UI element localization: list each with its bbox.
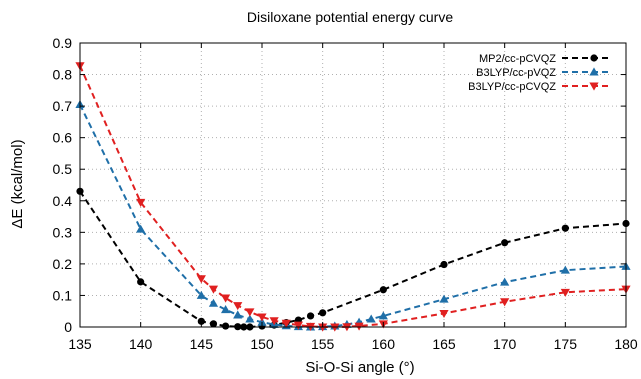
y-tick-label: 0.6 (53, 130, 73, 146)
data-point (137, 278, 145, 286)
y-tick-label: 0.2 (53, 256, 73, 272)
data-point (197, 317, 205, 325)
x-tick-label: 140 (129, 336, 153, 352)
x-tick-label: 155 (311, 336, 335, 352)
data-point (379, 286, 387, 294)
legend-label: B3LYP/cc-pCVQZ (468, 81, 556, 93)
data-point (501, 239, 509, 247)
y-tick-label: 0.9 (53, 35, 73, 51)
legend-label: B3LYP/cc-pVQZ (476, 67, 556, 79)
data-point (589, 82, 599, 91)
data-point (439, 294, 449, 303)
data-point (293, 321, 303, 330)
data-point (221, 305, 231, 314)
series-layer (75, 62, 631, 332)
y-tick-label: 0 (64, 319, 72, 335)
data-point (560, 265, 570, 274)
legend-item: B3LYP/cc-pVQZ (476, 67, 612, 79)
data-point (319, 309, 327, 317)
data-point (500, 277, 510, 286)
series-line (79, 190, 627, 328)
data-point (208, 298, 219, 307)
data-point (209, 320, 218, 328)
legend: MP2/cc-pCVQZ B3LYP/cc-pVQZ B3LYP/cc-pCVQZ (468, 53, 612, 93)
x-axis-label: Si-O-Si angle (°) (305, 359, 414, 376)
data-point (306, 312, 315, 320)
x-tick-label: 160 (372, 336, 396, 352)
legend-label: MP2/cc-pCVQZ (479, 53, 556, 65)
data-point (245, 308, 255, 317)
data-point (136, 224, 146, 233)
data-point (560, 288, 570, 297)
x-tick-label: 165 (432, 336, 456, 352)
x-tick-label: 150 (250, 336, 274, 352)
data-point (233, 302, 243, 311)
data-point (245, 314, 255, 323)
legend-item: B3LYP/cc-pCVQZ (468, 81, 612, 93)
data-point (500, 298, 510, 307)
data-point (196, 275, 206, 284)
data-point (196, 290, 206, 299)
data-point (590, 54, 598, 62)
y-tick-label: 0.8 (53, 67, 73, 83)
data-point (257, 317, 267, 326)
data-point (222, 322, 230, 330)
x-tick-label: 175 (554, 336, 578, 352)
data-point (233, 310, 243, 319)
y-tick-label: 0.7 (53, 98, 73, 114)
data-point (269, 317, 279, 326)
series-3 (75, 62, 631, 332)
data-point (561, 224, 569, 232)
data-point (439, 309, 449, 319)
data-point (378, 311, 388, 320)
x-tick-label: 135 (68, 336, 92, 352)
data-point (440, 260, 448, 269)
tick-layer: 135 140 145 150 155 160 165 170 175 180 0 0.1 0.2 0.3… (53, 35, 638, 352)
y-tick-label: 0.5 (53, 161, 73, 177)
data-point (366, 314, 376, 323)
plot-frame (79, 42, 627, 328)
y-axis-label: ΔE (kcal/mol) (9, 139, 26, 228)
data-point (136, 198, 146, 207)
series-line (79, 65, 627, 328)
data-point (257, 313, 267, 322)
series-1 (76, 187, 630, 331)
x-tick-label: 170 (493, 336, 517, 352)
chart-title: Disiloxane potential energy curve (247, 9, 453, 25)
legend-item: MP2/cc-pCVQZ (479, 53, 612, 65)
y-tick-label: 0.3 (53, 224, 73, 240)
data-point (318, 323, 328, 332)
x-tick-label: 180 (614, 336, 638, 352)
data-point (589, 67, 599, 76)
data-point (330, 323, 340, 332)
y-tick-label: 0.1 (53, 287, 73, 303)
data-point (281, 319, 291, 328)
data-point (221, 294, 231, 303)
data-point (208, 285, 219, 294)
x-tick-label: 145 (190, 336, 214, 352)
y-tick-label: 0.4 (53, 193, 73, 209)
